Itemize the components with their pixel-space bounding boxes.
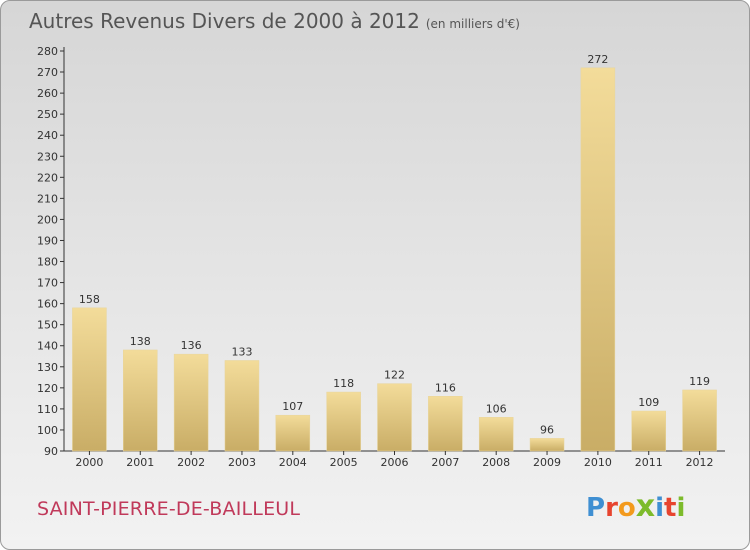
proxiti-logo[interactable]: Proxiti [586,489,685,524]
y-tick-label: 190 [37,234,58,247]
chart-title-text: Autres Revenus Divers de 2000 à 2012 [29,9,420,33]
y-tick-label: 210 [37,192,58,205]
x-tick-label: 2003 [228,456,256,469]
data-label: 107 [282,400,303,413]
bar [224,360,260,452]
bar [428,396,463,452]
y-tick-label: 120 [37,382,58,395]
data-label: 138 [130,335,151,348]
logo-letter: i [676,493,686,523]
bar [580,67,616,452]
logo-letter: P [586,493,606,523]
x-tick-label: 2005 [330,456,358,469]
data-label: 272 [587,53,608,66]
bar [377,383,412,452]
bar [326,391,361,452]
x-tick-label: 2008 [482,456,510,469]
bar [173,353,209,452]
y-tick-label: 240 [37,129,58,142]
data-label: 158 [79,293,100,306]
bar [123,349,158,452]
x-tick-label: 2006 [381,456,409,469]
commune-name: SAINT-PIERRE-DE-BAILLEUL [37,498,301,520]
bar [529,438,565,452]
data-label: 133 [231,345,252,358]
y-tick-label: 100 [37,424,58,437]
x-tick-label: 2001 [126,456,154,469]
data-label: 122 [384,369,405,382]
y-tick-label: 220 [37,171,58,184]
y-tick-label: 150 [37,319,58,332]
chart-title: Autres Revenus Divers de 2000 à 2012 (en … [29,9,520,33]
x-tick-label: 2002 [177,456,205,469]
y-tick-label: 250 [37,108,58,121]
y-tick-label: 170 [37,277,58,290]
data-label: 118 [333,377,354,390]
bar [72,307,107,452]
y-tick-label: 180 [37,256,58,269]
y-tick-label: 90 [44,445,58,458]
data-label: 136 [181,339,202,352]
data-label: 116 [435,381,456,394]
y-tick-label: 230 [37,150,58,163]
logo-letter: o [617,493,636,523]
y-tick-label: 130 [37,361,58,374]
chart-subtitle: (en milliers d'€) [425,17,520,31]
data-label: 96 [540,423,554,436]
y-tick-label: 280 [37,45,58,58]
logo-letter: t [664,493,677,523]
data-label: 106 [486,402,507,415]
x-tick-label: 2009 [533,456,561,469]
y-tick-label: 260 [37,87,58,100]
data-label: 109 [638,396,659,409]
bar [478,417,514,452]
x-tick-label: 2012 [686,456,714,469]
data-label: 119 [689,375,710,388]
x-tick-label: 2007 [431,456,459,469]
y-tick-label: 110 [37,403,58,416]
y-tick-label: 160 [37,298,58,311]
logo-letter: i [655,493,665,523]
x-tick-label: 2010 [584,456,612,469]
bar [275,414,311,452]
y-tick-label: 140 [37,340,58,353]
x-tick-label: 2011 [635,456,663,469]
x-tick-label: 2000 [75,456,103,469]
bar [682,389,717,452]
logo-letter: r [605,493,618,523]
logo-letter: x [635,489,656,524]
x-tick-label: 2004 [279,456,307,469]
bar [631,410,666,452]
y-tick-label: 200 [37,213,58,226]
y-tick-label: 270 [37,66,58,79]
